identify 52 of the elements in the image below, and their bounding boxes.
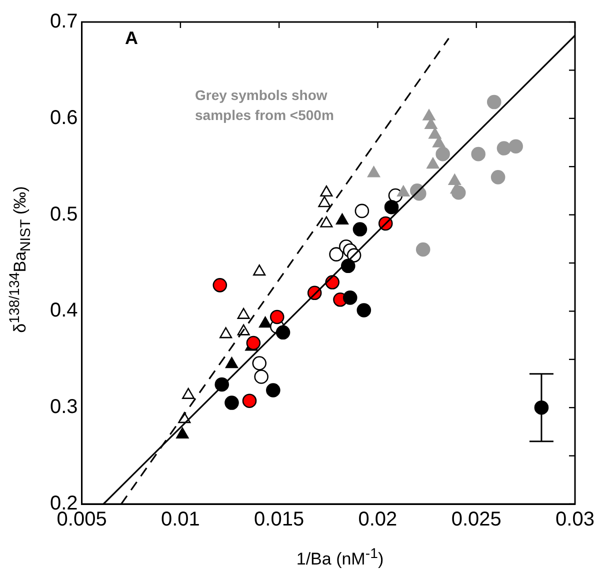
point (508, 139, 523, 154)
point (212, 278, 228, 292)
y-tick-label: 0.4 (50, 300, 78, 322)
point (367, 166, 380, 178)
point (270, 310, 284, 324)
point (342, 290, 358, 305)
x-tick-label: 0.015 (254, 508, 304, 531)
point (237, 308, 250, 319)
y-tick-label: 0.6 (50, 106, 78, 129)
x-tick-label: 0.01 (160, 508, 200, 531)
point (356, 303, 372, 318)
point (397, 185, 410, 197)
point (246, 336, 261, 350)
point (252, 356, 267, 370)
point (266, 383, 280, 398)
point (486, 94, 502, 110)
annotation: Grey symbols show samples from <500m (195, 86, 335, 125)
point (448, 174, 461, 185)
point (336, 213, 348, 224)
point (182, 388, 195, 399)
point (471, 146, 486, 162)
point (416, 242, 430, 257)
point (329, 247, 344, 262)
y-tick-label: 0.3 (50, 396, 78, 418)
point (428, 128, 442, 139)
point (176, 427, 189, 438)
point (253, 264, 266, 276)
point (384, 200, 399, 214)
point (254, 370, 268, 384)
x-tick-label: 0.02 (358, 508, 398, 531)
point (422, 109, 436, 120)
y-tick-label: 0.7 (50, 10, 78, 33)
point (496, 141, 512, 156)
point (352, 222, 368, 236)
point (318, 196, 331, 208)
point (451, 185, 466, 200)
x-tick-label: 0.025 (451, 508, 502, 531)
point (242, 394, 257, 408)
y-tick-label: 0.5 (50, 203, 78, 226)
x-tick-label: 0.03 (556, 508, 594, 531)
point (354, 204, 370, 218)
point (490, 170, 506, 184)
point (220, 327, 232, 338)
point (320, 216, 333, 228)
point (320, 185, 333, 197)
x-axis-title: 1/Ba (nM$^{-1}$) (295, 546, 385, 570)
point (436, 146, 450, 162)
point (426, 158, 440, 169)
point (258, 316, 272, 328)
point (224, 396, 239, 410)
point (225, 357, 238, 368)
annotation: A (125, 28, 138, 49)
